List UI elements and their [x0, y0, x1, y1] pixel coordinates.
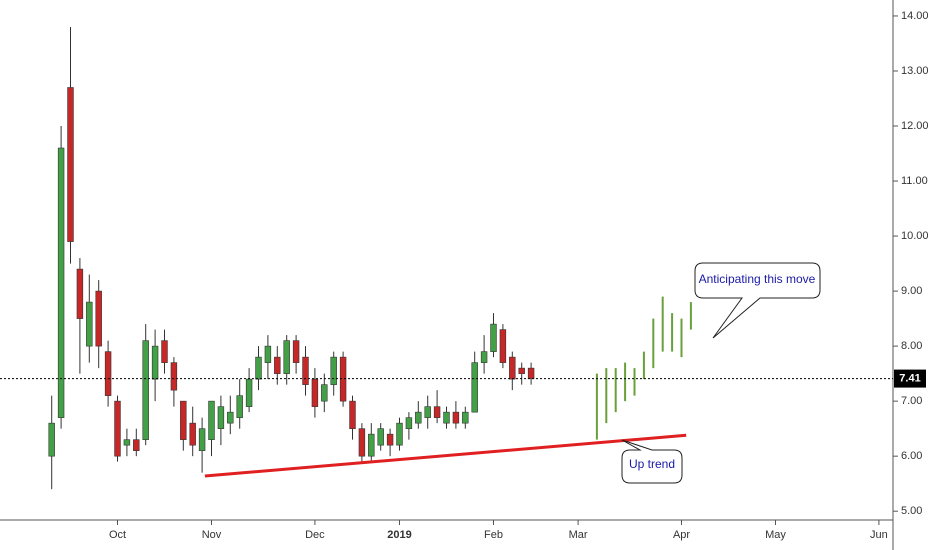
y-tick-label: 10.00 [901, 230, 929, 242]
x-tick-label: Jun [870, 529, 888, 541]
candle-body [48, 422, 55, 457]
candle-body [151, 345, 159, 380]
candle-body [386, 433, 394, 446]
candle-body [95, 290, 102, 347]
y-tick-label: 5.00 [901, 505, 922, 517]
candle-body [86, 301, 93, 347]
y-tick-label: 8.00 [901, 340, 922, 352]
candle-body [443, 411, 450, 424]
candle-body [227, 411, 234, 424]
candle-body [471, 362, 478, 413]
candle-body [518, 367, 525, 374]
candle-body [377, 428, 384, 446]
callout-bubble [621, 439, 683, 484]
candle-body [321, 384, 328, 402]
y-tick-label: 11.00 [901, 175, 928, 187]
x-tick-label: Nov [202, 529, 222, 541]
candle-body [433, 406, 441, 418]
candle-body [452, 411, 460, 424]
candle-body [67, 87, 74, 242]
candle-body [311, 378, 319, 407]
candle-body [527, 367, 535, 379]
candle-body [76, 268, 84, 319]
last-price-box [894, 369, 926, 388]
candle-body [274, 356, 281, 374]
candle-body [462, 411, 469, 424]
y-tick-label: 9.00 [901, 285, 922, 297]
x-tick-label: Feb [484, 529, 503, 541]
callout-text: Up trend [629, 457, 675, 471]
y-tick-label: 12.00 [901, 120, 929, 132]
callout-text: Anticipating this move [699, 272, 816, 286]
candle-body [123, 439, 131, 446]
x-tick-label: Mar [569, 529, 588, 541]
x-tick-label: May [765, 529, 786, 541]
last-price-label: 7.41 [899, 372, 920, 384]
x-tick-label: Dec [305, 529, 325, 541]
candle-body [480, 351, 488, 363]
candle-body [208, 400, 215, 440]
candle-body [142, 340, 149, 440]
candle-body [396, 422, 403, 446]
candle-body [405, 417, 413, 429]
candle-body [57, 147, 65, 418]
trendline [204, 433, 687, 478]
plot: 5.00 6.00 7.00 8.00 9.00 10.00 11.00 12.00 13.00… [0, 10, 929, 541]
candle-body [330, 356, 337, 385]
x-tick-label: Apr [673, 529, 690, 541]
candle-body [490, 323, 497, 352]
y-tick-label: 14.00 [901, 10, 929, 22]
candle-body [264, 345, 272, 363]
y-tick-label: 13.00 [901, 65, 929, 77]
candle-body [415, 411, 422, 424]
candle-body [302, 356, 309, 385]
x-tick-label: Oct [109, 529, 126, 541]
x-tick-label: 2019 [387, 529, 411, 541]
candle-body [283, 340, 290, 374]
candle-body [368, 433, 375, 457]
y-tick-label: 7.00 [901, 395, 922, 407]
candle-body [161, 340, 168, 363]
candle-body [245, 378, 253, 407]
candle-body [217, 406, 225, 429]
y-tick-label: 6.00 [901, 450, 922, 462]
candle-body [189, 422, 196, 446]
candle-body [509, 356, 516, 380]
candle-body [255, 356, 262, 380]
candle-body [339, 356, 347, 402]
candle-body [170, 362, 178, 391]
candle-body [180, 400, 187, 440]
candle-body [133, 439, 140, 451]
candle-body [499, 329, 507, 363]
candle-body [236, 395, 243, 418]
callout-bubble [694, 262, 821, 339]
candle-body [358, 428, 366, 457]
candle-body [292, 340, 300, 363]
candle-body [424, 406, 431, 418]
candle-body [114, 400, 121, 457]
candle-body [198, 428, 206, 451]
candle-body [349, 400, 356, 429]
candle-body [104, 351, 112, 396]
